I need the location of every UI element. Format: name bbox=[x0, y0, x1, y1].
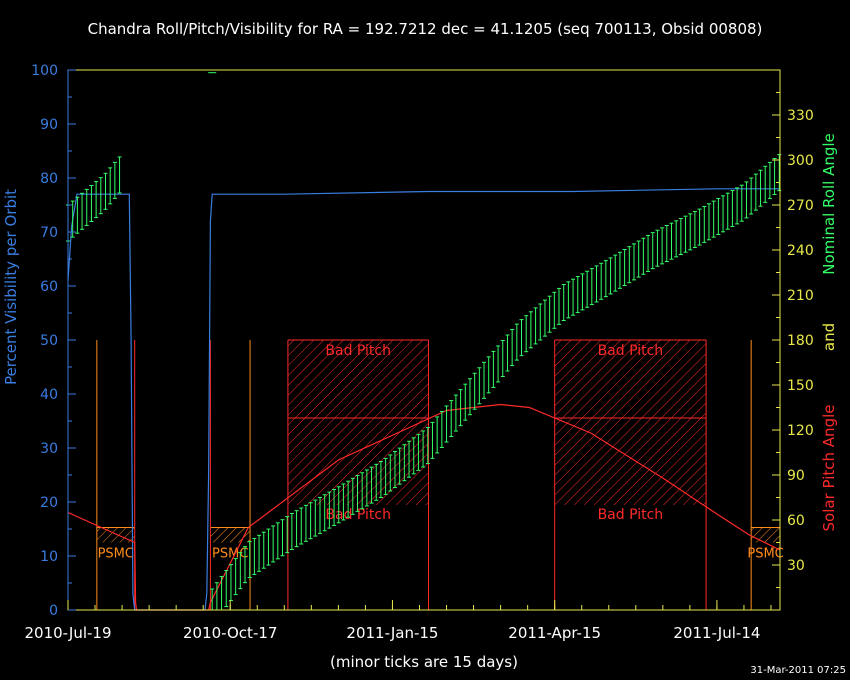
left-tick-label: 70 bbox=[40, 225, 58, 241]
timestamp: 31-Mar-2011 07:25 bbox=[750, 665, 846, 676]
right-axis-label-pitch: Solar Pitch Angle bbox=[820, 405, 838, 532]
right-tick-label: 90 bbox=[787, 468, 805, 484]
left-tick-label: 0 bbox=[49, 603, 58, 619]
bad-pitch-region-1-lower bbox=[287, 418, 429, 505]
left-tick-label: 20 bbox=[40, 495, 58, 511]
psmc-label: PSMC bbox=[98, 547, 134, 562]
solar-pitch-series bbox=[67, 403, 781, 611]
psmc-label: PSMC bbox=[212, 547, 248, 562]
bad-pitch-region-2-upper bbox=[554, 340, 707, 418]
left-tick-label: 100 bbox=[31, 63, 58, 79]
right-tick-label: 240 bbox=[787, 243, 814, 259]
left-tick-label: 10 bbox=[40, 549, 58, 565]
bad-pitch-label: Bad Pitch bbox=[325, 507, 391, 523]
roll-angle-series bbox=[66, 72, 782, 611]
left-tick-label: 40 bbox=[40, 387, 58, 403]
left-tick-label: 30 bbox=[40, 441, 58, 457]
right-axis-label-roll: Nominal Roll Angle bbox=[820, 133, 838, 275]
x-tick-label: 2010-Oct-17 bbox=[183, 624, 277, 642]
right-axis-label-and: and bbox=[820, 323, 838, 351]
bad-pitch-label: Bad Pitch bbox=[598, 507, 664, 523]
right-tick-label: 180 bbox=[787, 333, 814, 349]
x-tick-label: 2011-Jul-14 bbox=[673, 624, 760, 642]
bad-pitch-label: Bad Pitch bbox=[598, 343, 664, 359]
x-tick-label: 2011-Apr-15 bbox=[508, 624, 601, 642]
right-axis: 30 60 90 120 150 180 210 240 270 300 330 bbox=[772, 92, 814, 588]
psmc-region-3 bbox=[751, 527, 780, 543]
x-axis: 2010-Jul-19 2010-Oct-17 2011-Jan-15 2011-Ap… bbox=[24, 600, 772, 642]
chart-title: Chandra Roll/Pitch/Visibility for RA = 1… bbox=[88, 20, 763, 38]
plot-area: Bad Pitch Bad Pitch Bad Pitch Bad Pitch PSMC… bbox=[66, 72, 784, 611]
psmc-region-2 bbox=[210, 527, 251, 543]
x-axis-label: (minor ticks are 15 days) bbox=[330, 653, 518, 671]
left-axis-label: Percent Visibility per Orbit bbox=[2, 189, 20, 385]
psmc-label: PSMC bbox=[747, 547, 783, 562]
left-tick-label: 60 bbox=[40, 279, 58, 295]
x-tick-label: 2011-Jan-15 bbox=[346, 624, 438, 642]
x-tick-label: 2010-Jul-19 bbox=[24, 624, 111, 642]
right-tick-label: 120 bbox=[787, 423, 814, 439]
right-tick-label: 60 bbox=[787, 513, 805, 529]
left-tick-label: 50 bbox=[40, 333, 58, 349]
right-tick-label: 270 bbox=[787, 198, 814, 214]
left-axis: 0 10 20 30 40 50 60 70 80 90 100 bbox=[31, 63, 76, 619]
right-tick-label: 210 bbox=[787, 288, 814, 304]
left-tick-label: 90 bbox=[40, 117, 58, 133]
bad-pitch-region-1-upper bbox=[287, 340, 429, 418]
left-tick-label: 80 bbox=[40, 171, 58, 187]
right-tick-label: 300 bbox=[787, 153, 814, 169]
right-tick-label: 150 bbox=[787, 378, 814, 394]
bad-pitch-label: Bad Pitch bbox=[325, 343, 391, 359]
right-tick-label: 330 bbox=[787, 108, 814, 124]
right-tick-label: 30 bbox=[787, 558, 805, 574]
